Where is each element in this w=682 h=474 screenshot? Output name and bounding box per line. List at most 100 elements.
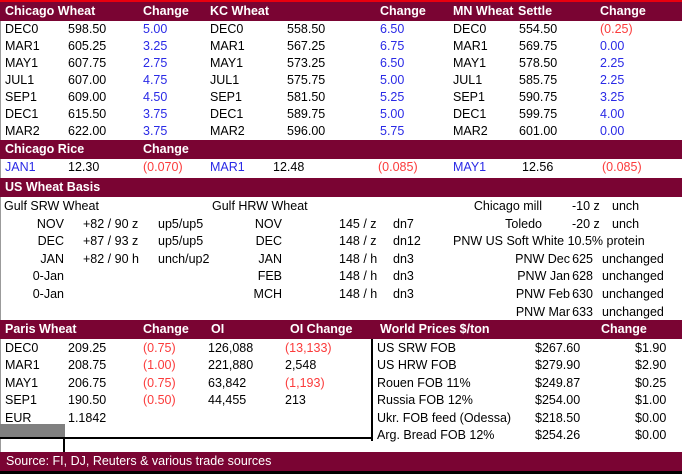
basis-change: unch bbox=[612, 199, 640, 213]
change-cell: 3.75 bbox=[143, 124, 168, 138]
basis-value: 148 / h bbox=[339, 252, 378, 266]
month-cell: MAY1 bbox=[210, 56, 244, 70]
change-cell: 4.00 bbox=[600, 107, 625, 121]
basis-value: 148 / h bbox=[339, 269, 378, 283]
basis-value: 148 / z bbox=[339, 234, 377, 248]
month-cell: MAR2 bbox=[5, 124, 40, 138]
futures-row: MAR1 605.25 3.25 MAR1 567.25 6.75 MAR1 5… bbox=[0, 38, 682, 55]
month-cell: MAR1 bbox=[210, 160, 245, 174]
basis-change: unch/up2 bbox=[158, 252, 210, 266]
basis-value: 145 / z bbox=[339, 217, 377, 231]
price-cell: 567.25 bbox=[287, 39, 326, 53]
oi-change-cell: 213 bbox=[285, 393, 306, 407]
basis-row: 0-Jan FEB 148 / h dn3 PNW Jan 628 unchan… bbox=[0, 268, 682, 285]
basis-value: +87 / 93 z bbox=[83, 234, 139, 248]
column-header-change: Change bbox=[600, 4, 646, 18]
month-cell: JUL1 bbox=[453, 73, 483, 87]
change-cell: (0.75) bbox=[143, 376, 176, 390]
oi-change-cell: (13,133) bbox=[285, 341, 332, 355]
column-header-oi-change: OI Change bbox=[290, 322, 353, 336]
location-label: Chicago mill bbox=[473, 199, 542, 213]
change-cell: 0.00 bbox=[600, 39, 625, 53]
pnw-month-label: PNW Feb bbox=[515, 287, 570, 301]
world-price-value: $279.90 bbox=[535, 358, 581, 372]
basis-change: dn3 bbox=[393, 269, 414, 283]
month-cell: SEP1 bbox=[5, 393, 37, 407]
change-cell: (0.25) bbox=[600, 22, 633, 36]
change-cell: 5.75 bbox=[380, 124, 405, 138]
basis-change: unch bbox=[612, 217, 640, 231]
pnw-price: 633 bbox=[572, 305, 593, 319]
month-cell: MAR2 bbox=[210, 124, 245, 138]
month-cell: MCH bbox=[253, 287, 282, 301]
month-cell: JUL1 bbox=[5, 73, 35, 87]
price-cell: 605.25 bbox=[68, 39, 107, 53]
paris-world-row: Arg. Bread FOB 12% $254.26 $0.00 bbox=[0, 427, 682, 444]
paris-table-bottom-border bbox=[0, 437, 372, 439]
oi-change-cell: (1,193) bbox=[285, 376, 325, 390]
price-cell: 615.50 bbox=[68, 107, 107, 121]
currency-rate: 1.1842 bbox=[68, 411, 107, 425]
change-cell: 3.25 bbox=[600, 90, 625, 104]
futures-row: JUL1 607.00 4.75 JUL1 575.75 5.00 JUL1 5… bbox=[0, 72, 682, 89]
section-title: World Prices $/ton bbox=[380, 322, 490, 336]
price-cell: 609.00 bbox=[68, 90, 107, 104]
change-cell: 5.00 bbox=[143, 22, 168, 36]
world-price-change: $0.00 bbox=[635, 428, 667, 442]
paris-world-row: EUR 1.1842 Ukr. FOB feed (Odessa) $218.5… bbox=[0, 410, 682, 427]
month-cell: DEC1 bbox=[453, 107, 487, 121]
gray-filled-cell[interactable] bbox=[0, 424, 65, 437]
currency-label: EUR bbox=[5, 411, 32, 425]
world-price-label: Russia FOB 12% bbox=[377, 393, 473, 407]
paris-world-row: DEC0 209.25 (0.75) 126,088 (13,133) US S… bbox=[0, 340, 682, 357]
price-cell: 554.50 bbox=[519, 22, 558, 36]
world-price-value: $267.60 bbox=[535, 341, 581, 355]
pnw-price: 628 bbox=[572, 269, 593, 283]
change-cell: (0.085) bbox=[378, 160, 418, 174]
price-cell: 607.75 bbox=[68, 56, 107, 70]
month-cell: DEC0 bbox=[453, 22, 487, 36]
pnw-price: 630 bbox=[572, 287, 593, 301]
left-grid-hairline bbox=[0, 21, 1, 452]
basis-row: 0-Jan MCH 148 / h dn3 PNW Feb 630 unchan… bbox=[0, 286, 682, 303]
basis-change: dn12 bbox=[393, 234, 421, 248]
pnw-price: 625 bbox=[572, 252, 593, 266]
top-red-border bbox=[0, 0, 682, 2]
price-cell: 558.50 bbox=[287, 22, 326, 36]
month-cell: MAY1 bbox=[453, 56, 487, 70]
section-title: Paris Wheat bbox=[5, 322, 77, 336]
price-cell: 209.25 bbox=[68, 341, 107, 355]
column-header-oi: OI bbox=[211, 322, 225, 336]
price-cell: 190.50 bbox=[68, 393, 107, 407]
world-price-label: US HRW FOB bbox=[377, 358, 457, 372]
futures-row: DEC1 615.50 3.75 DEC1 589.75 5.00 DEC1 5… bbox=[0, 106, 682, 123]
month-cell: DEC1 bbox=[210, 107, 244, 121]
change-cell: 4.50 bbox=[143, 90, 168, 104]
group-label: Gulf SRW Wheat bbox=[4, 199, 99, 213]
price-cell: 589.75 bbox=[287, 107, 326, 121]
change-cell: (0.085) bbox=[602, 160, 642, 174]
change-cell: 2.25 bbox=[600, 73, 625, 87]
futures-row: SEP1 609.00 4.50 SEP1 581.50 5.25 SEP1 5… bbox=[0, 89, 682, 106]
world-price-value: $254.00 bbox=[535, 393, 581, 407]
month-cell: DEC bbox=[37, 234, 64, 248]
world-price-change: $2.90 bbox=[635, 358, 667, 372]
pnw-month-label: PNW Mar bbox=[515, 305, 570, 319]
change-cell: (1.00) bbox=[143, 358, 176, 372]
pnw-month-label: PNW Dec bbox=[515, 252, 570, 266]
change-cell: 3.25 bbox=[143, 39, 168, 53]
world-price-label: Ukr. FOB feed (Odessa) bbox=[377, 411, 512, 425]
price-cell: 598.50 bbox=[68, 22, 107, 36]
location-label: Toledo bbox=[505, 217, 542, 231]
change-cell: (0.50) bbox=[143, 393, 176, 407]
price-cell: 601.00 bbox=[519, 124, 558, 138]
month-cell: FEB bbox=[257, 269, 282, 283]
basis-value: -10 z bbox=[572, 199, 600, 213]
price-cell: 585.75 bbox=[519, 73, 558, 87]
pnw-change: unchanged bbox=[602, 287, 664, 301]
change-cell: 0.00 bbox=[600, 124, 625, 138]
section-title: US Wheat Basis bbox=[5, 180, 101, 194]
price-cell: 12.56 bbox=[522, 160, 554, 174]
month-cell: SEP1 bbox=[210, 90, 242, 104]
pnw-change: unchanged bbox=[602, 269, 664, 283]
